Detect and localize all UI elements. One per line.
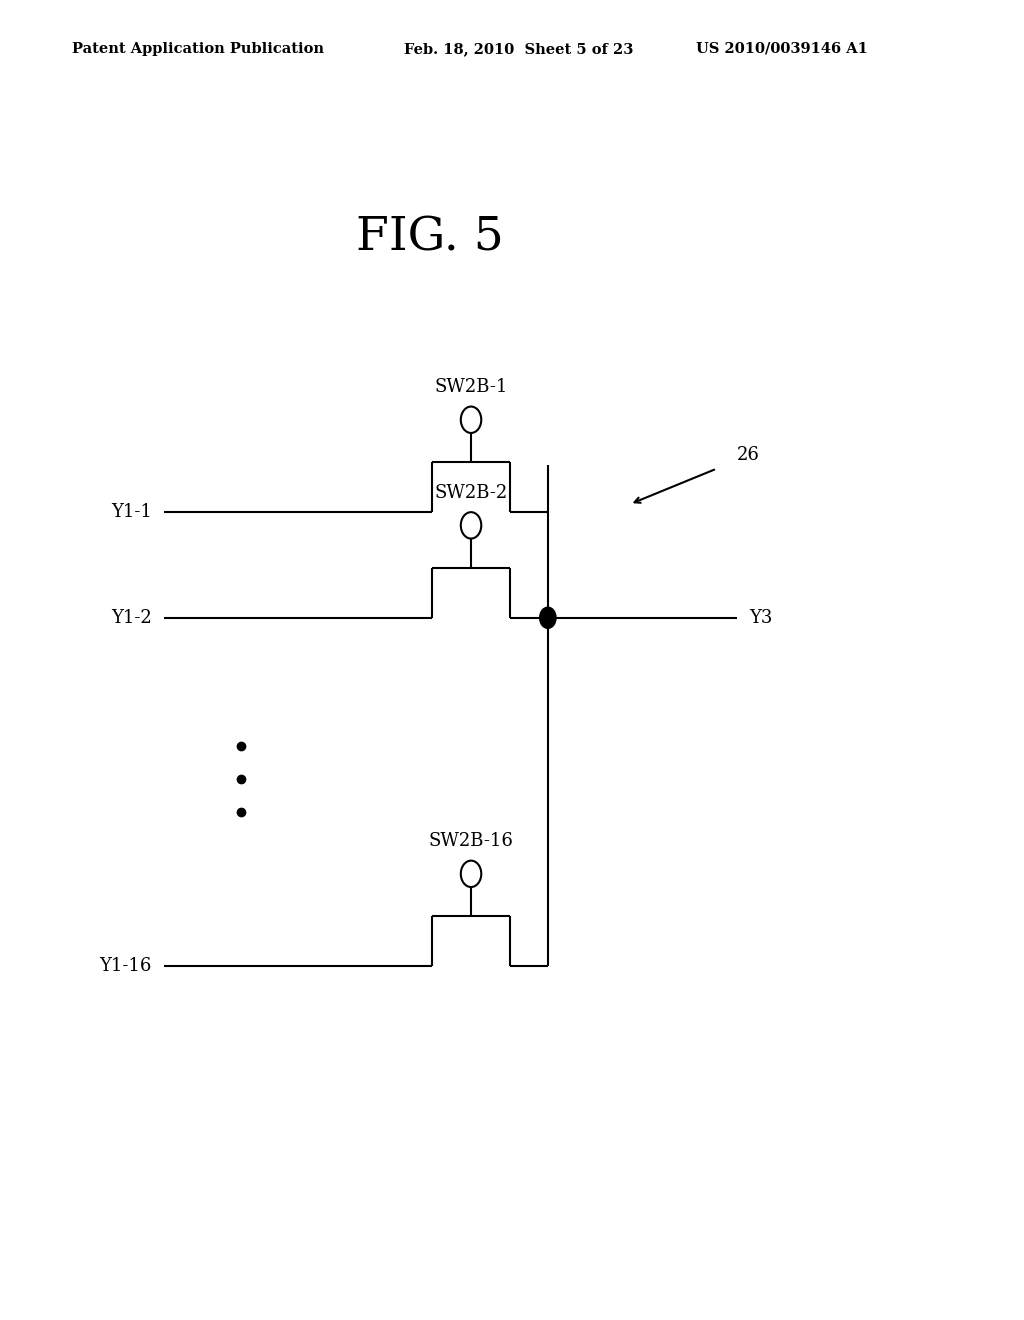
Text: Feb. 18, 2010  Sheet 5 of 23: Feb. 18, 2010 Sheet 5 of 23 (404, 42, 634, 55)
Text: SW2B-2: SW2B-2 (434, 483, 508, 502)
Text: Y3: Y3 (750, 609, 773, 627)
Text: FIG. 5: FIG. 5 (356, 215, 504, 260)
Text: Y1-2: Y1-2 (111, 609, 152, 627)
Text: Patent Application Publication: Patent Application Publication (72, 42, 324, 55)
Circle shape (540, 607, 556, 628)
Text: 26: 26 (737, 446, 760, 465)
Text: Y1-1: Y1-1 (111, 503, 152, 521)
Text: SW2B-16: SW2B-16 (429, 832, 513, 850)
Text: US 2010/0039146 A1: US 2010/0039146 A1 (696, 42, 868, 55)
Text: Y1-16: Y1-16 (99, 957, 152, 975)
Text: SW2B-1: SW2B-1 (434, 378, 508, 396)
